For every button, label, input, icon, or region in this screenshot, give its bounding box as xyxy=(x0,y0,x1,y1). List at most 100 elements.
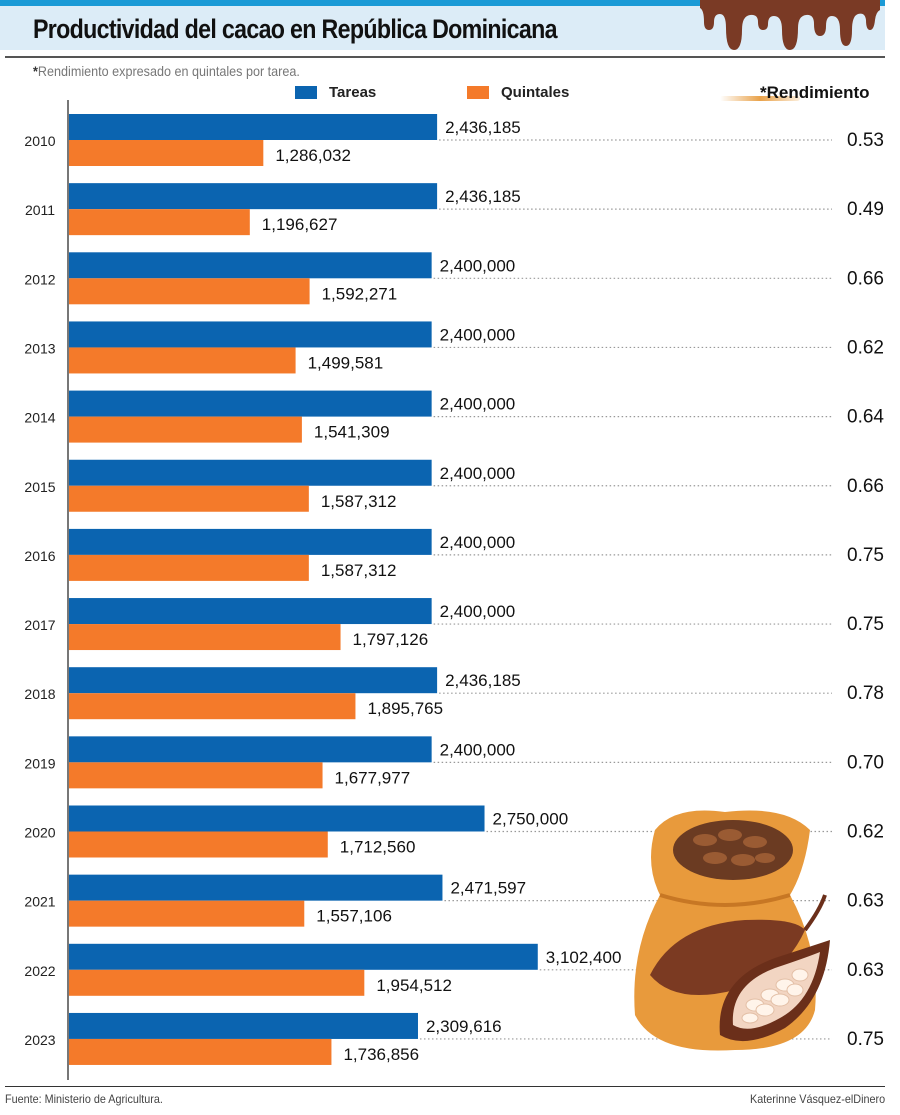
rendimiento-value: 0.70 xyxy=(847,752,884,773)
bar-quintales xyxy=(69,278,310,305)
tareas-value-label: 2,436,185 xyxy=(445,671,521,690)
year-label: 2013 xyxy=(24,340,55,356)
year-label: 2017 xyxy=(24,617,55,633)
rendimiento-value: 0.63 xyxy=(847,891,884,912)
rendimiento-value: 0.78 xyxy=(847,683,884,704)
quintales-value-label: 1,797,126 xyxy=(353,630,429,649)
tareas-value-label: 2,436,185 xyxy=(445,118,521,137)
page-title: Productividad del cacao en República Dom… xyxy=(33,14,557,44)
rendimiento-value: 0.66 xyxy=(847,268,884,289)
year-label: 2018 xyxy=(24,686,55,702)
legend-label-tareas: Tareas xyxy=(329,84,377,101)
tareas-value-label: 2,400,000 xyxy=(440,464,516,483)
tareas-value-label: 2,436,185 xyxy=(445,187,521,206)
rendimiento-value: 0.75 xyxy=(847,614,884,635)
tareas-value-label: 2,400,000 xyxy=(440,256,516,275)
quintales-value-label: 1,712,560 xyxy=(340,838,416,857)
year-label: 2022 xyxy=(24,963,55,979)
legend-quintales: Quintales xyxy=(467,84,569,101)
bar-tareas xyxy=(69,390,432,417)
rendimiento-value: 0.62 xyxy=(847,822,884,843)
quintales-value-label: 1,557,106 xyxy=(316,907,392,926)
bar-tareas xyxy=(69,321,432,348)
bar-quintales xyxy=(69,416,302,443)
rendimiento-header: *Rendimiento xyxy=(760,83,870,102)
bar-tareas xyxy=(69,667,438,694)
bar-tareas xyxy=(69,736,432,763)
quintales-value-label: 1,736,856 xyxy=(343,1045,419,1064)
quintales-value-label: 1,587,312 xyxy=(321,561,397,580)
quintales-value-label: 1,541,309 xyxy=(314,423,390,442)
cacao-sack-illustration-icon xyxy=(634,810,830,1051)
quintales-value-label: 1,499,581 xyxy=(308,353,384,372)
tareas-value-label: 2,400,000 xyxy=(440,533,516,552)
legend-label-quintales: Quintales xyxy=(501,84,570,101)
header-accent-strip xyxy=(0,0,885,6)
bar-tareas xyxy=(69,943,538,970)
year-label: 2011 xyxy=(25,202,55,218)
tareas-value-label: 2,400,000 xyxy=(440,395,516,414)
bar-quintales xyxy=(69,900,305,927)
bar-tareas xyxy=(69,252,432,279)
bar-quintales xyxy=(69,693,356,720)
quintales-value-label: 1,677,977 xyxy=(335,768,411,787)
y-axis-line xyxy=(67,100,69,1080)
rendimiento-brush-stroke xyxy=(720,96,800,101)
bar-tareas xyxy=(69,528,432,555)
year-label: 2015 xyxy=(24,479,55,495)
bar-quintales xyxy=(69,347,296,374)
year-label: 2020 xyxy=(24,825,55,841)
rendimiento-value: 0.63 xyxy=(847,960,884,981)
tareas-value-label: 2,400,000 xyxy=(440,602,516,621)
year-label: 2016 xyxy=(24,548,55,564)
year-label: 2021 xyxy=(24,894,55,910)
tareas-value-label: 3,102,400 xyxy=(546,948,622,967)
rendimiento-value: 0.75 xyxy=(847,545,884,566)
tareas-value-label: 2,471,597 xyxy=(450,879,526,898)
rendimiento-value: 0.53 xyxy=(847,130,884,151)
bar-quintales xyxy=(69,762,323,789)
rendimiento-value: 0.49 xyxy=(847,199,884,220)
bar-quintales xyxy=(69,140,264,166)
chocolate-drip-icon xyxy=(700,0,880,50)
bar-tareas xyxy=(69,805,485,832)
bar-tareas xyxy=(69,598,432,625)
title-divider xyxy=(5,56,885,58)
year-label: 2012 xyxy=(24,271,55,287)
legend-tareas: Tareas xyxy=(295,84,376,101)
footer-divider xyxy=(5,1086,885,1087)
legend-swatch-tareas xyxy=(295,86,317,99)
bar-quintales xyxy=(69,624,341,651)
rendimiento-value: 0.75 xyxy=(847,1029,884,1050)
year-label: 2019 xyxy=(24,755,55,771)
subtitle-note: *Rendimiento expresado en quintales por … xyxy=(33,63,300,79)
bar-quintales xyxy=(69,1038,332,1065)
bar-tareas xyxy=(69,183,438,210)
quintales-value-label: 1,587,312 xyxy=(321,492,397,511)
tareas-value-label: 2,400,000 xyxy=(440,325,516,344)
rendimiento-value: 0.64 xyxy=(847,407,884,428)
quintales-value-label: 1,895,765 xyxy=(367,699,443,718)
bar-quintales xyxy=(69,831,328,858)
bar-tareas xyxy=(69,1012,418,1039)
bar-tareas xyxy=(69,114,438,140)
rendimiento-value: 0.62 xyxy=(847,337,884,358)
tareas-value-label: 2,750,000 xyxy=(493,810,569,829)
bar-quintales xyxy=(69,969,365,996)
credit-note: Katerinne Vásquez-elDinero xyxy=(749,1092,885,1106)
year-label: 2023 xyxy=(24,1032,55,1048)
bar-tareas xyxy=(69,459,432,486)
bar-quintales xyxy=(69,554,309,581)
quintales-value-label: 1,286,032 xyxy=(275,146,351,165)
note-asterisk: * xyxy=(33,63,38,79)
quintales-value-label: 1,954,512 xyxy=(376,976,452,995)
quintales-value-label: 1,592,271 xyxy=(322,284,398,303)
tareas-value-label: 2,309,616 xyxy=(426,1017,502,1036)
bar-tareas xyxy=(69,874,443,901)
bar-quintales xyxy=(69,485,309,512)
note-text: Rendimiento expresado en quintales por t… xyxy=(37,63,300,79)
bar-quintales xyxy=(69,209,250,236)
year-label: 2014 xyxy=(24,410,55,426)
tareas-value-label: 2,400,000 xyxy=(440,740,516,759)
